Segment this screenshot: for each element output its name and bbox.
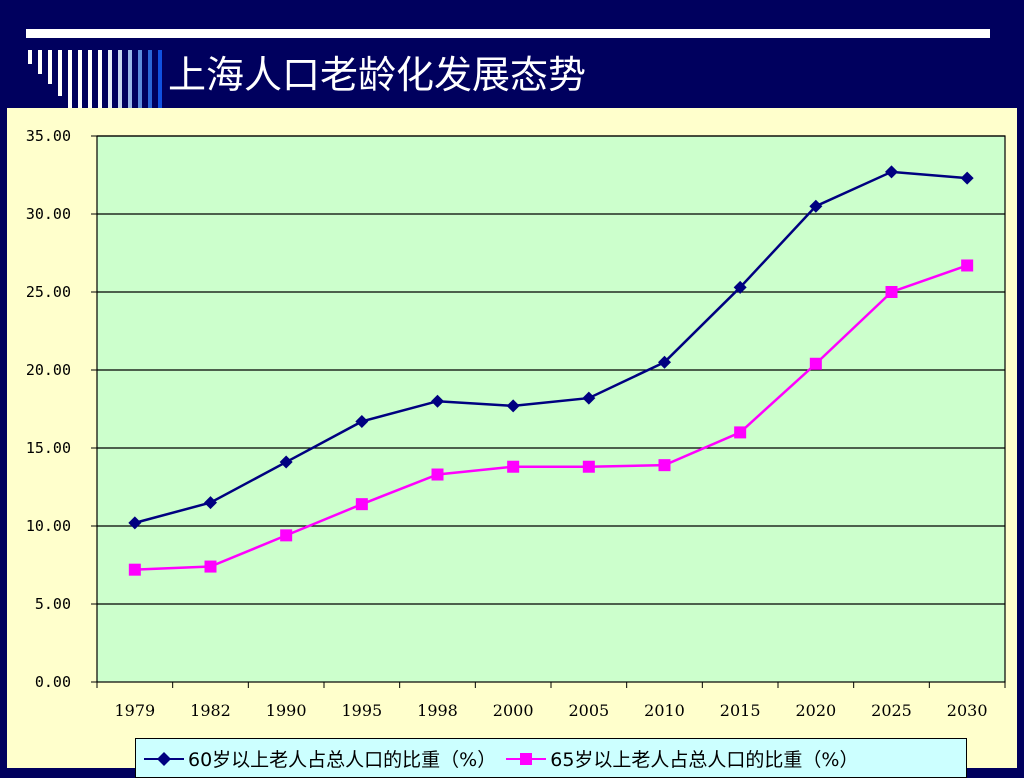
data-point-series-1 <box>885 165 898 179</box>
square-marker-icon <box>506 752 547 765</box>
x-tick-label: 1998 <box>417 701 458 720</box>
data-point-series-1 <box>582 391 596 405</box>
x-tick-label: 2020 <box>795 701 836 720</box>
legend-item-series-2: 65岁以上老人占总人口的比重（%） <box>506 745 858 772</box>
data-point-series-2 <box>507 460 520 473</box>
data-point-series-2 <box>431 468 444 481</box>
x-tick-label: 2015 <box>720 701 761 720</box>
x-tick-label: 2030 <box>947 701 988 720</box>
x-tick-label: 1990 <box>266 701 307 720</box>
chart-legend: 60岁以上老人占总人口的比重（%） 65岁以上老人占总人口的比重（%） <box>135 738 967 778</box>
data-point-series-2 <box>961 259 974 272</box>
x-tick-label: 1995 <box>341 701 382 720</box>
data-point-series-2 <box>885 286 898 298</box>
data-point-series-1 <box>809 199 823 213</box>
legend-label-series-1: 60岁以上老人占总人口的比重（%） <box>188 749 497 771</box>
data-point-series-1 <box>204 496 217 510</box>
x-tick-label: 2025 <box>871 701 912 720</box>
y-tick-label: 30.00 <box>26 205 71 223</box>
data-point-series-1 <box>506 399 520 413</box>
chart-panel: 0.00 5.00 10.00 15.00 20.00 25.00 30.00 35.00 19… <box>7 108 1017 778</box>
data-point-series-2 <box>204 560 217 573</box>
data-point-series-2 <box>355 498 368 511</box>
x-tick-label: 2010 <box>644 701 685 720</box>
series-line-1 <box>134 170 968 525</box>
data-point-series-2 <box>280 529 293 542</box>
line-chart: 0.00 5.00 10.00 15.00 20.00 25.00 30.00 35.00 19… <box>26 127 1006 720</box>
data-point-series-1 <box>960 171 974 185</box>
x-tick-label: 1979 <box>114 701 155 720</box>
legend-item-series-1: 60岁以上老人占总人口的比重（%） <box>144 745 496 772</box>
data-point-series-2 <box>658 459 671 472</box>
decorative-bars <box>28 50 162 108</box>
data-point-series-2 <box>809 357 822 370</box>
x-tick-label: 2005 <box>568 701 609 720</box>
y-tick-label: 0.00 <box>35 673 71 691</box>
y-tick-label: 25.00 <box>26 283 71 301</box>
data-point-series-2 <box>582 460 595 473</box>
data-point-series-2 <box>128 563 141 576</box>
data-point-series-1 <box>128 516 142 530</box>
y-tick-label: 20.00 <box>26 361 71 379</box>
data-point-series-1 <box>279 455 293 469</box>
diamond-marker-icon <box>144 751 184 766</box>
top-rule <box>26 29 990 38</box>
series-line-2 <box>134 264 968 571</box>
data-point-series-1 <box>431 394 444 408</box>
plot-area <box>96 135 1006 683</box>
legend-label-series-2: 65岁以上老人占总人口的比重（%） <box>550 749 859 771</box>
data-point-series-1 <box>658 355 671 369</box>
x-tick-label: 2000 <box>493 701 534 720</box>
y-tick-label: 5.00 <box>35 595 71 613</box>
x-tick-label: 1982 <box>190 701 231 720</box>
y-tick-label: 10.00 <box>26 517 71 535</box>
y-tick-label: 15.00 <box>26 439 71 457</box>
data-point-series-1 <box>733 280 747 294</box>
y-tick-label: 35.00 <box>26 127 71 145</box>
slide-title: 上海人口老龄化发展态势 <box>168 53 587 97</box>
data-point-series-2 <box>734 426 747 439</box>
data-point-series-1 <box>355 414 369 428</box>
